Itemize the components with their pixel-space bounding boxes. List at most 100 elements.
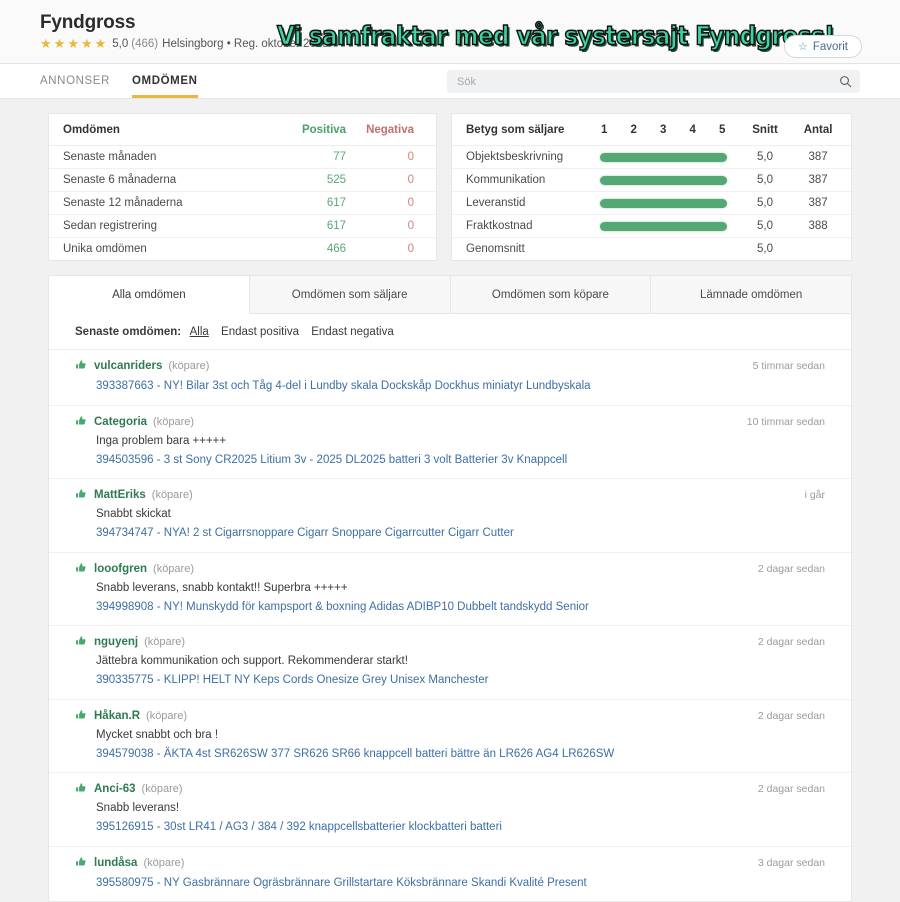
- reviewer-role: (köpare): [141, 783, 183, 796]
- review-item: Categoria (köpare) 10 timmar sedan Inga pro…: [49, 406, 851, 480]
- reviewer-name[interactable]: looofgren: [94, 562, 148, 575]
- seller-ratings-body: Objektsbeskrivning 5,0 387 Kommunikation: [452, 145, 851, 261]
- filter-label: Senaste omdömen:: [75, 326, 182, 338]
- rating-label: Kommunikation: [452, 168, 590, 192]
- shop-meta: ★ ★ ★ ★ ★ 5,0 (466) Helsingborg • Reg. o…: [40, 37, 860, 50]
- review-timestamp: 2 dagar sedan: [757, 783, 825, 796]
- favorite-button[interactable]: ☆ Favorit: [783, 35, 862, 58]
- filter-endast-positiva[interactable]: Endast positiva: [221, 326, 300, 338]
- reviewer-role: (köpare): [168, 360, 210, 372]
- nav-tab-annonser[interactable]: ANNONSER: [40, 75, 110, 87]
- thumbs-up-icon: [75, 359, 88, 373]
- nav-tab-list: ANNONSER OMDÖMEN: [40, 64, 198, 98]
- rating-bar-fill: [599, 175, 727, 185]
- search-input[interactable]: [455, 70, 839, 93]
- rating-label: Fraktkostnad: [452, 214, 590, 238]
- thumbs-up-icon: [75, 562, 88, 576]
- table-header-row: Betyg som säljare 1 2 3 4 5 Snitt Antal: [452, 114, 851, 146]
- reviews-summary-table: Omdömen Positiva Negativa Senaste månade…: [49, 114, 436, 260]
- thumbs-up-icon: [75, 635, 88, 649]
- review-timestamp: 5 timmar sedan: [752, 360, 825, 372]
- reviewer-name[interactable]: Anci-63: [94, 783, 136, 796]
- star-icon: ★: [40, 36, 52, 51]
- stats-row: Omdömen Positiva Negativa Senaste månade…: [48, 113, 852, 261]
- row-positive[interactable]: 466: [326, 243, 347, 255]
- review-header: MattEriks (köpare): [75, 488, 825, 502]
- row-label: Unika omdömen: [63, 243, 147, 255]
- tab-alla-omdomen[interactable]: Alla omdömen: [49, 276, 250, 314]
- search-icon[interactable]: [839, 75, 852, 88]
- rating-bar-fill: [599, 152, 727, 162]
- row-positive[interactable]: 525: [291, 168, 357, 192]
- rating-count: 387: [793, 145, 851, 169]
- rating-label: Leveranstid: [452, 191, 590, 215]
- row-label: Sedan registrering: [49, 214, 292, 238]
- row-negative: 0: [356, 168, 436, 192]
- review-item-link[interactable]: 394734747 - NYA! 2 st Cigarrsnoppare Cig…: [96, 527, 514, 540]
- review-item-link[interactable]: 394998908 - NY! Munskydd för kampsport &…: [96, 600, 589, 613]
- review-item: Håkan.R (köpare) 2 dagar sedan Mycket snabb…: [49, 700, 851, 774]
- filter-endast-negativa[interactable]: Endast negativa: [311, 326, 394, 338]
- nav-tab-omdomen[interactable]: OMDÖMEN: [131, 64, 198, 98]
- review-comment: Jättebra kommunikation och support. Reko…: [96, 655, 408, 668]
- tab-lamnade-omdomen[interactable]: Lämnade omdömen: [651, 276, 851, 314]
- total-label: Genomsnitt: [466, 243, 525, 255]
- review-tabs-panel: Alla omdömen Omdömen som säljare Omdömen…: [48, 275, 852, 314]
- reviewer-name[interactable]: nguyenj: [94, 636, 139, 649]
- review-item-link[interactable]: 393387663 - NY! Bilar 3st och Tåg 4-del …: [96, 380, 591, 392]
- review-item-link[interactable]: 390335775 - KLIPP! HELT NY Keps Cords On…: [96, 674, 489, 687]
- rating-bar-fill: [599, 198, 727, 208]
- table-row: Objektsbeskrivning 5,0 387: [452, 145, 851, 169]
- location-registration: Helsingborg • Reg. oktober 2018: [162, 37, 329, 50]
- table-row: Sedan registrering 617 0: [49, 214, 436, 238]
- review-item: MattEriks (köpare) i går Snabbt skickat 3947…: [49, 479, 851, 553]
- rating-bar-track: [599, 152, 727, 162]
- review-header: vulcanriders (köpare): [75, 359, 825, 373]
- col-snitt: Snitt: [736, 114, 794, 146]
- thumbs-up-icon: [75, 856, 88, 870]
- total-spacer: [590, 238, 737, 261]
- col-omdomen: Omdömen: [49, 114, 292, 146]
- reviewer-name[interactable]: MattEriks: [94, 489, 146, 502]
- row-positive[interactable]: 617: [291, 214, 357, 238]
- row-negative: 0: [356, 191, 436, 215]
- reviewer-name[interactable]: Håkan.R: [94, 709, 141, 722]
- promo-banner: Vi samfraktar med vår systersajt Fyndgro…: [276, 21, 835, 52]
- review-timestamp: i går: [804, 489, 825, 502]
- reviewer-role: (köpare): [144, 636, 186, 649]
- review-item-link[interactable]: 395580975 - NY Gasbrännare Ogräsbrännare…: [96, 876, 587, 889]
- star-icon: ★: [80, 36, 93, 51]
- reviewer-name[interactable]: Categoria: [94, 415, 148, 428]
- reviewer-role: (köpare): [146, 709, 187, 722]
- row-label: Senaste månaden: [49, 145, 292, 169]
- review-timestamp: 2 dagar sedan: [757, 709, 825, 722]
- row-negative: 0: [356, 145, 436, 169]
- rating-bar-cell: [589, 145, 737, 169]
- reviewer-role: (köpare): [143, 856, 185, 869]
- col-betyg-som-saljare: Betyg som säljare: [452, 114, 590, 146]
- seller-ratings-panel: Betyg som säljare 1 2 3 4 5 Snitt Antal …: [451, 113, 852, 261]
- reviewer-name[interactable]: vulcanriders: [94, 360, 163, 372]
- col-negativa: Negativa: [356, 114, 436, 146]
- col-scale-2: 2: [618, 114, 649, 146]
- rating-bar-track: [599, 221, 727, 231]
- row-positive[interactable]: 77: [291, 145, 357, 169]
- reviewer-name[interactable]: lundåsa: [94, 856, 138, 869]
- thumbs-up-icon: [75, 415, 88, 429]
- search-box[interactable]: [447, 70, 860, 93]
- tab-omdomen-som-kopare[interactable]: Omdömen som köpare: [450, 276, 652, 314]
- row-label: Senaste 12 månaderna: [49, 191, 292, 215]
- review-item-link[interactable]: 394579038 - ÄKTA 4st SR626SW 377 SR626 S…: [96, 747, 615, 760]
- review-item-link[interactable]: 395126915 - 30st LR41 / AG3 / 384 / 392 …: [96, 821, 502, 834]
- rating-average: 5,0: [736, 168, 794, 192]
- review-item-link[interactable]: 394503596 - 3 st Sony CR2025 Litium 3v -…: [96, 453, 568, 466]
- review-item: looofgren (köpare) 2 dagar sedan Snabb leve…: [49, 553, 851, 627]
- shop-header: Fyndgross ★ ★ ★ ★ ★ 5,0 (466) Helsingbor…: [0, 0, 900, 64]
- row-positive[interactable]: 617: [291, 191, 357, 215]
- col-scale-4: 4: [677, 114, 708, 146]
- filter-alla[interactable]: Alla: [189, 326, 209, 338]
- review-timestamp: 2 dagar sedan: [757, 562, 825, 575]
- reviews-summary-panel: Omdömen Positiva Negativa Senaste månade…: [48, 113, 437, 261]
- table-row: Kommunikation 5,0 387: [452, 168, 851, 192]
- tab-omdomen-som-saljare[interactable]: Omdömen som säljare: [249, 276, 451, 314]
